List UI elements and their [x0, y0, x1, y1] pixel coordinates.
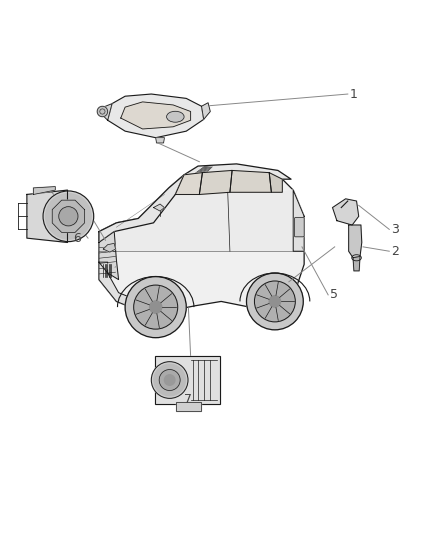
Polygon shape: [153, 204, 164, 211]
Circle shape: [269, 296, 281, 307]
Polygon shape: [33, 187, 55, 195]
Circle shape: [164, 375, 175, 385]
Polygon shape: [199, 171, 232, 195]
Circle shape: [159, 369, 180, 391]
Polygon shape: [121, 102, 191, 129]
FancyBboxPatch shape: [294, 217, 304, 237]
Polygon shape: [230, 171, 272, 192]
Circle shape: [247, 273, 303, 330]
Polygon shape: [99, 190, 304, 251]
Circle shape: [46, 193, 91, 239]
Polygon shape: [101, 103, 112, 120]
Polygon shape: [184, 164, 291, 179]
Polygon shape: [332, 199, 359, 225]
Circle shape: [97, 106, 108, 117]
Polygon shape: [175, 173, 202, 195]
Circle shape: [151, 362, 188, 398]
Polygon shape: [201, 103, 210, 119]
FancyBboxPatch shape: [155, 357, 220, 404]
Polygon shape: [103, 244, 116, 252]
Circle shape: [134, 285, 178, 329]
Polygon shape: [99, 231, 119, 280]
Polygon shape: [108, 94, 204, 138]
Circle shape: [150, 301, 162, 313]
Polygon shape: [27, 190, 67, 243]
Polygon shape: [99, 175, 184, 243]
Text: 2: 2: [392, 245, 399, 258]
Polygon shape: [269, 173, 283, 192]
Circle shape: [125, 277, 186, 338]
Polygon shape: [99, 173, 304, 310]
Circle shape: [59, 207, 78, 226]
Polygon shape: [353, 256, 360, 271]
Polygon shape: [293, 190, 304, 251]
Text: 6: 6: [73, 232, 81, 245]
Circle shape: [43, 191, 94, 241]
Polygon shape: [99, 262, 175, 310]
Polygon shape: [349, 225, 362, 258]
Ellipse shape: [106, 264, 114, 269]
Text: 3: 3: [392, 223, 399, 236]
Circle shape: [154, 364, 185, 395]
Text: 7: 7: [184, 393, 192, 406]
FancyBboxPatch shape: [176, 402, 201, 411]
Ellipse shape: [166, 111, 184, 122]
Text: 5: 5: [330, 288, 338, 301]
Circle shape: [254, 281, 295, 322]
Polygon shape: [52, 200, 85, 232]
Text: 1: 1: [350, 87, 358, 101]
Polygon shape: [155, 138, 164, 143]
